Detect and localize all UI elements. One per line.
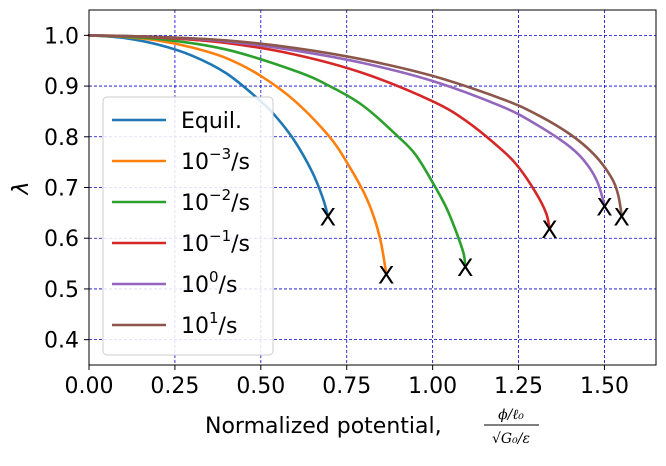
- x-tick-label: 0.50: [236, 374, 285, 399]
- legend-label-5: 101/s: [181, 309, 237, 339]
- series-lines: [87, 34, 623, 276]
- end-marker-5: X: [613, 203, 629, 231]
- y-axis-label: λ: [9, 181, 34, 195]
- series-line-5: [87, 34, 623, 217]
- y-tick-label: 0.6: [44, 227, 79, 252]
- legend-label-4: 100/s: [181, 268, 237, 298]
- x-tick-label: 1.00: [408, 374, 457, 399]
- end-marker-4: X: [596, 193, 612, 221]
- x-axis-label-numerator: ϕ/ℓ₀: [498, 407, 524, 423]
- legend-label-2: 10−2/s: [181, 186, 250, 216]
- y-tick-label: 0.7: [44, 177, 79, 202]
- end-marker-0: X: [320, 203, 336, 231]
- end-markers: XX XXX X: [320, 193, 630, 289]
- x-tick-label: 0.25: [150, 374, 199, 399]
- x-ticks: 0.00 0.25 0.50 0.75 1.00 1.25 1.50: [65, 365, 629, 399]
- legend-label-0: Equil.: [181, 109, 242, 134]
- legend: Equil. 10−3/s 10−2/s 10−1/s 100/s 101/s: [102, 96, 274, 356]
- series-line-1: [87, 34, 388, 276]
- end-marker-2: X: [457, 254, 473, 282]
- y-tick-label: 0.8: [44, 126, 79, 151]
- legend-label-1: 10−3/s: [181, 145, 250, 175]
- y-tick-label: 0.4: [44, 329, 79, 354]
- x-axis-label-denominator: √G₀/ε: [492, 431, 530, 447]
- series-line-2: [87, 34, 467, 268]
- x-axis-label: Normalized potential, ϕ/ℓ₀ √G₀/ε: [205, 407, 539, 447]
- x-axis-label-text: Normalized potential,: [205, 414, 442, 439]
- y-tick-label: 0.9: [44, 75, 79, 100]
- x-tick-label: 1.50: [580, 374, 629, 399]
- end-marker-3: X: [541, 216, 557, 244]
- y-tick-label: 0.5: [44, 278, 79, 303]
- x-tick-label: 1.25: [494, 374, 543, 399]
- x-tick-label: 0.75: [322, 374, 371, 399]
- y-tick-label: 1.0: [44, 24, 79, 49]
- x-tick-label: 0.00: [65, 374, 114, 399]
- legend-label-3: 10−1/s: [181, 227, 250, 257]
- y-ticks: 0.4 0.5 0.6 0.7 0.8 0.9 1.0: [44, 24, 89, 354]
- end-marker-1: X: [378, 262, 394, 290]
